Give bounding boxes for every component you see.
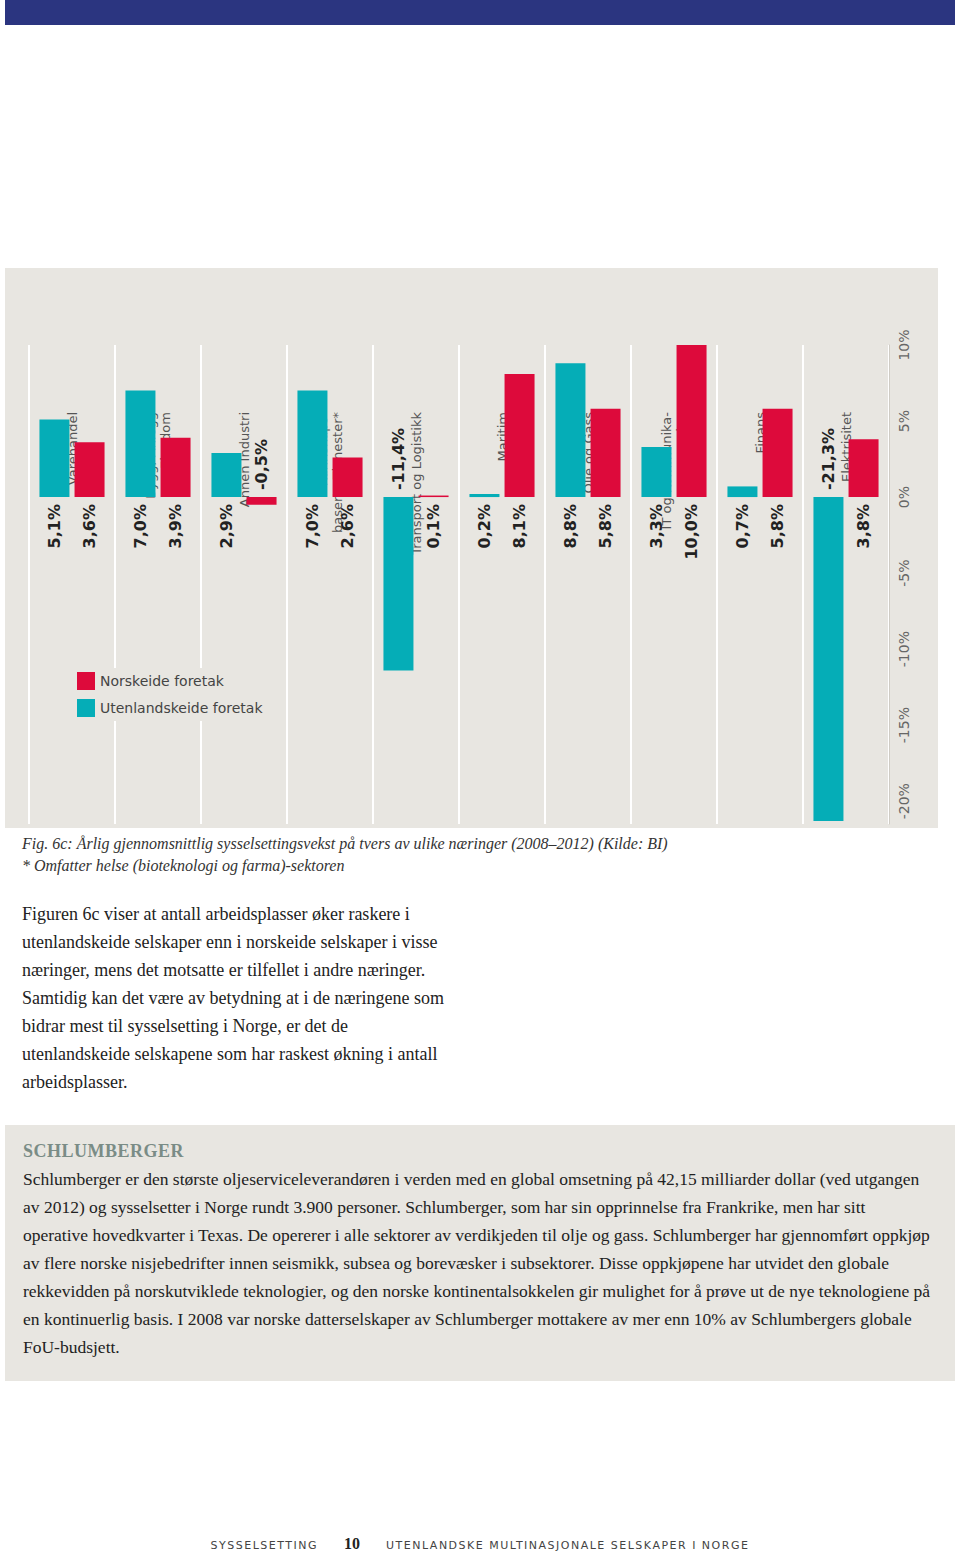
svg-text:-15%: -15% — [896, 707, 912, 743]
html-text:Figuren 6c viser at antall arb: Figuren 6c viser at antall arbeidsplasse… — [22, 904, 444, 1092]
html-text:Fig. 6c: Årlig gjennomsnittlig: Fig. 6c: Årlig gjennomsnittlig sysselset… — [22, 835, 668, 852]
svg-text:Annen Industri: Annen Industri — [236, 412, 252, 508]
svg-text:-21,3%: -21,3% — [819, 428, 838, 490]
svg-text:Maritim: Maritim — [494, 412, 510, 462]
svg-text:7,0%: 7,0% — [303, 504, 322, 548]
svg-text:3,3%: 3,3% — [647, 504, 666, 548]
svg-text:2,9%: 2,9% — [217, 504, 236, 548]
html-text:Schlumberger er den største ol: Schlumberger er den største oljeservicel… — [23, 1169, 931, 1357]
svg-text:-10%: -10% — [896, 631, 912, 667]
svg-text:10%: 10% — [896, 329, 912, 360]
svg-text:IT og Kommunika-: IT og Kommunika- — [659, 412, 674, 530]
html-text:SCHLUMBERGER: SCHLUMBERGER — [23, 1141, 184, 1161]
svg-text:5,8%: 5,8% — [768, 504, 787, 548]
svg-text:-5%: -5% — [896, 559, 912, 586]
svg-text:0,7%: 0,7% — [733, 504, 752, 548]
html-text:UTENLANDSKE MULTINASJONALE SEL: UTENLANDSKE MULTINASJONALE SELSKAPER I N… — [386, 1539, 750, 1552]
svg-text:Finans: Finans — [752, 412, 768, 454]
svg-text:5,8%: 5,8% — [596, 504, 615, 548]
svg-text:Norskeide foretak: Norskeide foretak — [100, 673, 225, 689]
svg-text:0,2%: 0,2% — [475, 504, 494, 548]
svg-text:3,9%: 3,9% — [166, 504, 185, 548]
svg-text:3,6%: 3,6% — [80, 504, 99, 548]
svg-text:8,8%: 8,8% — [561, 504, 580, 548]
svg-text:0,1%: 0,1% — [424, 504, 443, 548]
html-text:SYSSELSETTING: SYSSELSETTING — [210, 1539, 318, 1552]
html-text:* Omfatter helse (bioteknologi: * Omfatter helse (bioteknologi og farma)… — [22, 857, 345, 874]
svg-text:-11,4%: -11,4% — [389, 428, 408, 490]
html-text:10: 10 — [344, 1535, 360, 1552]
svg-text:0%: 0% — [896, 486, 912, 508]
svg-text:2,6%: 2,6% — [338, 504, 357, 548]
svg-text:-0,5%: -0,5% — [252, 439, 271, 490]
svg-text:Utenlandskeide foretak: Utenlandskeide foretak — [100, 700, 263, 716]
svg-text:5%: 5% — [896, 410, 912, 432]
svg-text:5,1%: 5,1% — [45, 504, 64, 548]
svg-text:Transport og Logistikk: Transport og Logistikk — [408, 412, 424, 555]
svg-text:Elektrisitet: Elektrisitet — [838, 412, 854, 482]
svg-text:8,1%: 8,1% — [510, 504, 529, 548]
svg-text:-20%: -20% — [896, 783, 912, 819]
svg-text:10,0%: 10,0% — [682, 504, 701, 560]
svg-text:3,8%: 3,8% — [854, 504, 873, 548]
svg-text:7,0%: 7,0% — [131, 504, 150, 548]
